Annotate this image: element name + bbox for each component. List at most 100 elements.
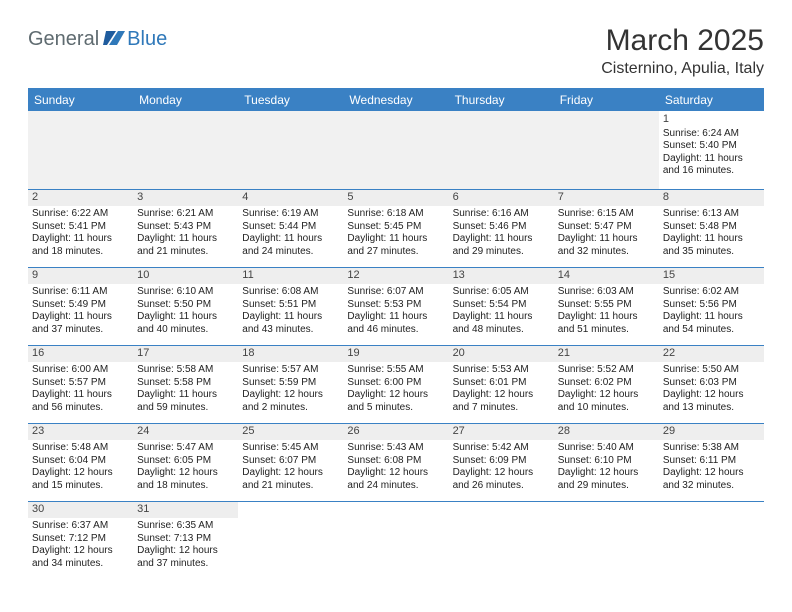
sunset-text: Sunset: 5:48 PM bbox=[663, 221, 760, 234]
day-number: 28 bbox=[558, 425, 655, 439]
sunset-text: Sunset: 6:10 PM bbox=[558, 455, 655, 468]
day-number: 26 bbox=[347, 425, 444, 439]
sunset-text: Sunset: 5:54 PM bbox=[453, 299, 550, 312]
sunrise-text: Sunrise: 6:19 AM bbox=[242, 208, 339, 221]
daynum-stripe: 4 bbox=[238, 190, 343, 207]
daylight-text: Daylight: 11 hours and 51 minutes. bbox=[558, 311, 655, 336]
sunset-text: Sunset: 6:00 PM bbox=[347, 377, 444, 390]
dayname-saturday: Saturday bbox=[659, 89, 764, 112]
calendar-cell: 10Sunrise: 6:10 AMSunset: 5:50 PMDayligh… bbox=[133, 267, 238, 345]
calendar-cell bbox=[449, 111, 554, 189]
day-number: 14 bbox=[558, 269, 655, 283]
calendar-cell: 16Sunrise: 6:00 AMSunset: 5:57 PMDayligh… bbox=[28, 345, 133, 423]
sunrise-text: Sunrise: 5:50 AM bbox=[663, 364, 760, 377]
day-number: 25 bbox=[242, 425, 339, 439]
daylight-text: Daylight: 12 hours and 10 minutes. bbox=[558, 389, 655, 414]
calendar-cell bbox=[238, 501, 343, 579]
sunset-text: Sunset: 5:46 PM bbox=[453, 221, 550, 234]
daylight-text: Daylight: 11 hours and 56 minutes. bbox=[32, 389, 129, 414]
daylight-text: Daylight: 11 hours and 27 minutes. bbox=[347, 233, 444, 258]
daylight-text: Daylight: 12 hours and 7 minutes. bbox=[453, 389, 550, 414]
sunrise-text: Sunrise: 6:07 AM bbox=[347, 286, 444, 299]
sunset-text: Sunset: 5:40 PM bbox=[663, 140, 760, 153]
day-number: 11 bbox=[242, 269, 339, 283]
day-number: 16 bbox=[32, 347, 129, 361]
day-number: 4 bbox=[242, 191, 339, 205]
dayname-wednesday: Wednesday bbox=[343, 89, 448, 112]
daynum-stripe: 9 bbox=[28, 268, 133, 285]
daylight-text: Daylight: 11 hours and 18 minutes. bbox=[32, 233, 129, 258]
daylight-text: Daylight: 11 hours and 21 minutes. bbox=[137, 233, 234, 258]
table-row: 1Sunrise: 6:24 AMSunset: 5:40 PMDaylight… bbox=[28, 111, 764, 189]
day-number: 1 bbox=[663, 113, 760, 127]
sunrise-text: Sunrise: 6:24 AM bbox=[663, 128, 760, 141]
sunset-text: Sunset: 5:51 PM bbox=[242, 299, 339, 312]
daynum-stripe: 13 bbox=[449, 268, 554, 285]
sunrise-text: Sunrise: 5:55 AM bbox=[347, 364, 444, 377]
daynum-stripe: 15 bbox=[659, 268, 764, 285]
calendar-cell: 30Sunrise: 6:37 AMSunset: 7:12 PMDayligh… bbox=[28, 501, 133, 579]
sunrise-text: Sunrise: 6:13 AM bbox=[663, 208, 760, 221]
sunset-text: Sunset: 6:02 PM bbox=[558, 377, 655, 390]
calendar-cell: 2Sunrise: 6:22 AMSunset: 5:41 PMDaylight… bbox=[28, 189, 133, 267]
sunrise-text: Sunrise: 6:37 AM bbox=[32, 520, 129, 533]
daylight-text: Daylight: 12 hours and 13 minutes. bbox=[663, 389, 760, 414]
calendar-cell: 29Sunrise: 5:38 AMSunset: 6:11 PMDayligh… bbox=[659, 423, 764, 501]
daynum-stripe: 27 bbox=[449, 424, 554, 441]
daynum-stripe: 19 bbox=[343, 346, 448, 363]
day-number: 5 bbox=[347, 191, 444, 205]
dayname-sunday: Sunday bbox=[28, 89, 133, 112]
sunrise-text: Sunrise: 6:03 AM bbox=[558, 286, 655, 299]
page: General Blue March 2025 Cisternino, Apul… bbox=[0, 0, 792, 603]
daynum-stripe: 10 bbox=[133, 268, 238, 285]
sunset-text: Sunset: 5:53 PM bbox=[347, 299, 444, 312]
calendar-cell: 15Sunrise: 6:02 AMSunset: 5:56 PMDayligh… bbox=[659, 267, 764, 345]
sunrise-text: Sunrise: 6:00 AM bbox=[32, 364, 129, 377]
daynum-stripe: 22 bbox=[659, 346, 764, 363]
daylight-text: Daylight: 12 hours and 24 minutes. bbox=[347, 467, 444, 492]
sunset-text: Sunset: 6:11 PM bbox=[663, 455, 760, 468]
sunrise-text: Sunrise: 6:15 AM bbox=[558, 208, 655, 221]
calendar-cell bbox=[343, 111, 448, 189]
calendar-cell: 7Sunrise: 6:15 AMSunset: 5:47 PMDaylight… bbox=[554, 189, 659, 267]
calendar-cell bbox=[28, 111, 133, 189]
sunset-text: Sunset: 6:07 PM bbox=[242, 455, 339, 468]
location: Cisternino, Apulia, Italy bbox=[601, 60, 764, 78]
sunset-text: Sunset: 5:45 PM bbox=[347, 221, 444, 234]
day-number: 17 bbox=[137, 347, 234, 361]
calendar-cell: 23Sunrise: 5:48 AMSunset: 6:04 PMDayligh… bbox=[28, 423, 133, 501]
sunrise-text: Sunrise: 6:21 AM bbox=[137, 208, 234, 221]
sunrise-text: Sunrise: 5:43 AM bbox=[347, 442, 444, 455]
calendar-cell: 14Sunrise: 6:03 AMSunset: 5:55 PMDayligh… bbox=[554, 267, 659, 345]
sunset-text: Sunset: 7:13 PM bbox=[137, 533, 234, 546]
table-row: 9Sunrise: 6:11 AMSunset: 5:49 PMDaylight… bbox=[28, 267, 764, 345]
daynum-stripe: 5 bbox=[343, 190, 448, 207]
calendar-cell: 12Sunrise: 6:07 AMSunset: 5:53 PMDayligh… bbox=[343, 267, 448, 345]
daynum-stripe: 2 bbox=[28, 190, 133, 207]
day-number: 24 bbox=[137, 425, 234, 439]
sunset-text: Sunset: 6:01 PM bbox=[453, 377, 550, 390]
sunrise-text: Sunrise: 5:52 AM bbox=[558, 364, 655, 377]
daynum-stripe: 17 bbox=[133, 346, 238, 363]
day-number: 21 bbox=[558, 347, 655, 361]
header: General Blue March 2025 Cisternino, Apul… bbox=[28, 24, 764, 78]
daylight-text: Daylight: 11 hours and 59 minutes. bbox=[137, 389, 234, 414]
sunrise-text: Sunrise: 5:48 AM bbox=[32, 442, 129, 455]
day-number: 23 bbox=[32, 425, 129, 439]
sunset-text: Sunset: 6:04 PM bbox=[32, 455, 129, 468]
daynum-stripe: 18 bbox=[238, 346, 343, 363]
sunrise-text: Sunrise: 5:57 AM bbox=[242, 364, 339, 377]
day-number: 30 bbox=[32, 503, 129, 517]
daylight-text: Daylight: 12 hours and 26 minutes. bbox=[453, 467, 550, 492]
calendar-cell: 21 Sunrise: 5:52 AMSunset: 6:02 PMDayligh… bbox=[554, 345, 659, 423]
logo: General Blue bbox=[28, 28, 167, 51]
daylight-text: Daylight: 11 hours and 46 minutes. bbox=[347, 311, 444, 336]
sunrise-text: Sunrise: 5:40 AM bbox=[558, 442, 655, 455]
daylight-text: Daylight: 12 hours and 29 minutes. bbox=[558, 467, 655, 492]
sunset-text: Sunset: 5:58 PM bbox=[137, 377, 234, 390]
sunset-text: Sunset: 5:59 PM bbox=[242, 377, 339, 390]
daylight-text: Daylight: 11 hours and 29 minutes. bbox=[453, 233, 550, 258]
calendar-cell: 26Sunrise: 5:43 AMSunset: 6:08 PMDayligh… bbox=[343, 423, 448, 501]
sunset-text: Sunset: 5:43 PM bbox=[137, 221, 234, 234]
day-number: 2 bbox=[32, 191, 129, 205]
